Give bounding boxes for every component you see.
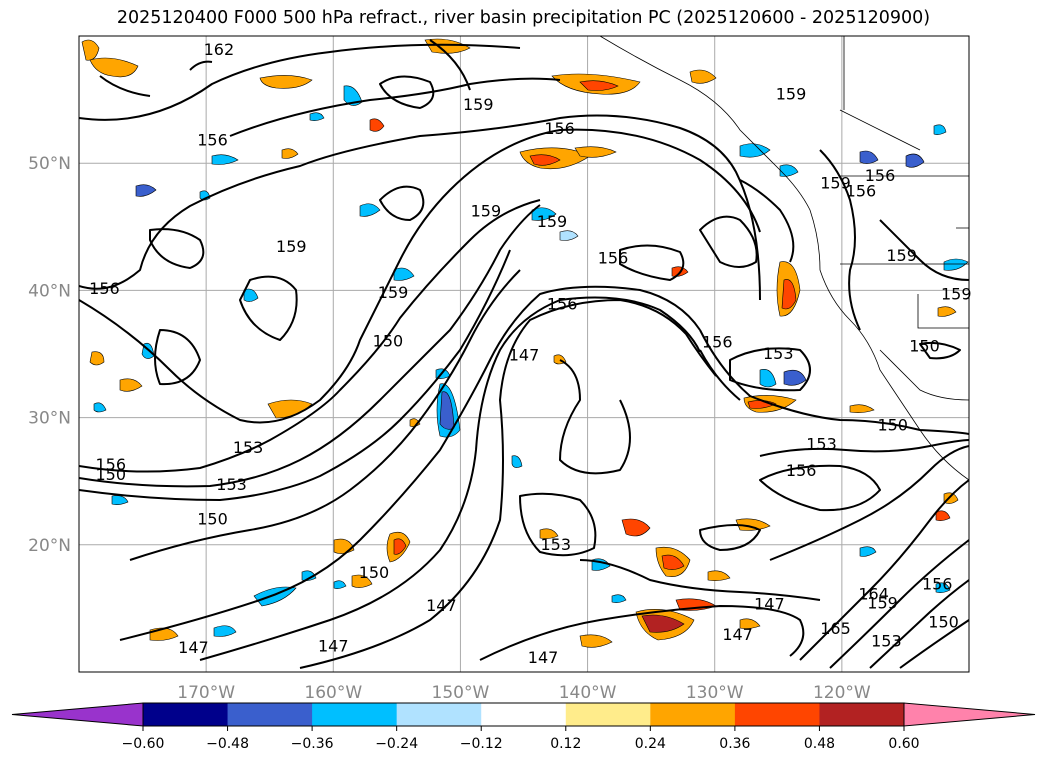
colorbar-bin bbox=[565, 703, 651, 726]
colorbar-tick-label: −0.60 bbox=[122, 736, 165, 752]
figure-title: 2025120400 F000 500 hPa refract., river … bbox=[116, 8, 931, 28]
map-border bbox=[78, 35, 970, 673]
contour-label: 156 bbox=[598, 249, 629, 268]
contour-label: 150 bbox=[877, 415, 908, 434]
longitude-label: 160°W bbox=[304, 683, 362, 703]
longitude-label: 120°W bbox=[813, 683, 871, 703]
colorbar-tick-label: 0.60 bbox=[888, 736, 919, 752]
contour-label: 156 bbox=[865, 166, 896, 185]
longitude-label: 170°W bbox=[177, 683, 235, 703]
colorbar-tick-label: −0.36 bbox=[291, 736, 334, 752]
contour-label: 159 bbox=[471, 202, 502, 221]
contour-label: 150 bbox=[928, 612, 959, 631]
contour-labels: 1621561591561591591591561591561501471561… bbox=[89, 40, 971, 667]
contour-label: 153 bbox=[216, 475, 247, 494]
contour-label: 147 bbox=[754, 595, 785, 614]
colorbar-tick-label: −0.24 bbox=[375, 736, 418, 752]
contour-label: 159 bbox=[463, 95, 494, 114]
contour-label: 147 bbox=[318, 637, 349, 656]
contour-label: 156 bbox=[922, 574, 953, 593]
contour-label: 159 bbox=[276, 237, 307, 256]
contour-label: 147 bbox=[722, 625, 753, 644]
contour-label: 153 bbox=[871, 632, 902, 651]
latitude-label: 30°N bbox=[28, 409, 71, 429]
longitude-labels: 170°W 160°W 150°W 140°W 130°W 120°W bbox=[177, 683, 871, 703]
contour-label: 147 bbox=[509, 345, 540, 364]
contour-label: 156 bbox=[544, 119, 575, 138]
contour-label: 153 bbox=[233, 438, 264, 457]
contour-label: 150 bbox=[909, 336, 940, 355]
longitude-label: 130°W bbox=[686, 683, 744, 703]
contour-label: 150 bbox=[96, 465, 127, 484]
contour-label: 164 bbox=[858, 584, 889, 603]
colorbar-bin bbox=[650, 703, 736, 726]
contour-label: 159 bbox=[378, 283, 409, 302]
longitude-label: 140°W bbox=[559, 683, 617, 703]
colorbar-under-arrow bbox=[11, 702, 144, 727]
contour-label: 147 bbox=[426, 596, 457, 615]
precipitation-shading bbox=[81, 38, 969, 648]
contour-label: 165 bbox=[820, 619, 851, 638]
contour-label: 153 bbox=[763, 344, 794, 363]
longitude-label: 150°W bbox=[432, 683, 490, 703]
contour-label: 159 bbox=[820, 174, 851, 193]
colorbar-bin bbox=[734, 703, 820, 726]
contour-label: 147 bbox=[528, 648, 559, 667]
colorbar-tick-label: 0.36 bbox=[719, 736, 750, 752]
geopotential-contours bbox=[79, 39, 969, 669]
latitude-label: 50°N bbox=[28, 154, 71, 174]
contour-label: 159 bbox=[537, 212, 568, 231]
colorbar-tick-label: 0.12 bbox=[550, 736, 581, 752]
colorbar-bin bbox=[396, 703, 482, 726]
colorbar-tick-label: 0.24 bbox=[635, 736, 666, 752]
contour-label: 159 bbox=[886, 246, 917, 265]
latitude-label: 40°N bbox=[28, 281, 71, 301]
colorbar-tick-label: −0.12 bbox=[460, 736, 503, 752]
latitude-label: 20°N bbox=[28, 536, 71, 556]
colorbar-bin bbox=[227, 703, 313, 726]
colorbar-frame bbox=[142, 702, 905, 727]
contour-label: 156 bbox=[96, 455, 127, 474]
contour-label: 156 bbox=[89, 279, 120, 298]
colorbar-bin bbox=[481, 703, 567, 726]
contour-label: 156 bbox=[702, 333, 733, 352]
colorbar-tick-label: −0.48 bbox=[206, 736, 249, 752]
contour-label: 147 bbox=[178, 638, 209, 657]
contour-label: 153 bbox=[806, 434, 837, 453]
contour-label: 156 bbox=[197, 130, 228, 149]
colorbar-over-arrow bbox=[903, 702, 1036, 727]
coastlines bbox=[599, 36, 969, 481]
contour-label: 150 bbox=[373, 331, 404, 350]
colorbar-bin bbox=[819, 703, 905, 726]
colorbar: −0.60 −0.48 −0.36 −0.24 −0.12 0.12 0.24 0.36 0.4… bbox=[11, 702, 1036, 752]
contour-label: 156 bbox=[547, 294, 578, 313]
colorbar-tick-label: 0.48 bbox=[804, 736, 835, 752]
contour-label: 156 bbox=[786, 461, 817, 480]
contour-label: 159 bbox=[867, 593, 898, 612]
colorbar-bin bbox=[312, 703, 398, 726]
contour-label: 162 bbox=[204, 40, 235, 59]
contour-label: 159 bbox=[776, 85, 807, 104]
contour-label: 150 bbox=[197, 509, 228, 528]
map-panel bbox=[79, 36, 969, 672]
contour-label: 156 bbox=[846, 181, 877, 200]
contour-label: 153 bbox=[541, 535, 572, 554]
contour-label: 150 bbox=[359, 563, 390, 582]
latitude-labels: 50°N 40°N 30°N 20°N bbox=[28, 154, 71, 556]
colorbar-bin bbox=[143, 703, 229, 726]
contour-label: 159 bbox=[941, 284, 972, 303]
